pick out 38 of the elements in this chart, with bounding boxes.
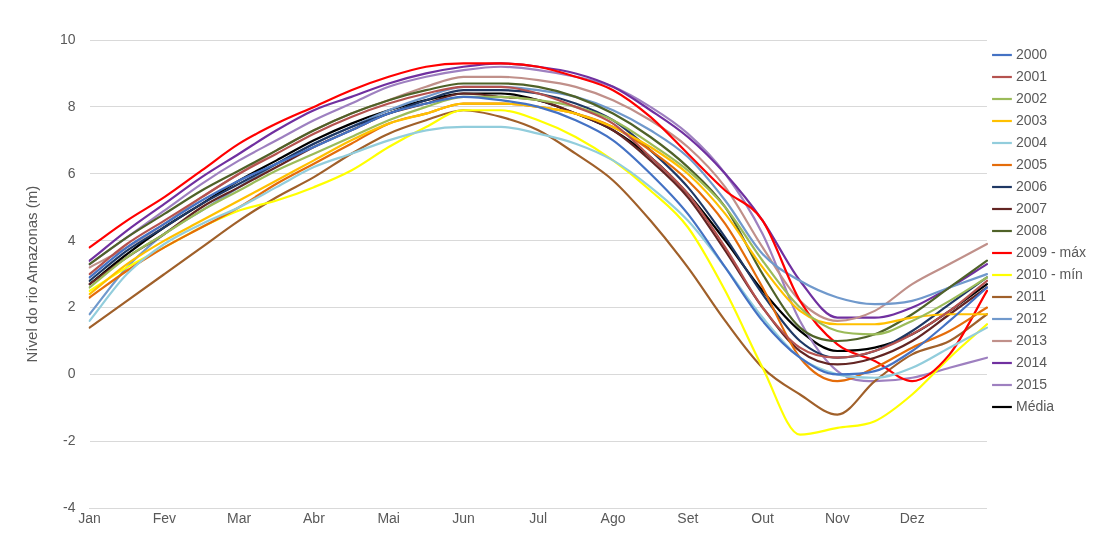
legend-label: 2002	[1015, 89, 1048, 106]
y-tick-label: 6	[67, 164, 76, 181]
legend-label: 2003	[1015, 111, 1048, 128]
legend-label: 2007	[1015, 199, 1048, 216]
legend-label: 2013	[1015, 331, 1048, 348]
y-tick-label: -2	[63, 432, 76, 449]
x-tick-label: Nov	[824, 510, 850, 527]
legend-label: 2008	[1015, 221, 1048, 238]
x-tick-label: Set	[677, 510, 699, 527]
x-tick-label: Abr	[303, 510, 326, 527]
x-tick-label: Jul	[529, 510, 548, 527]
x-tick-label: Fev	[152, 510, 177, 527]
x-tick-label: Ago	[600, 510, 626, 527]
legend-label: 2004	[1015, 133, 1048, 150]
y-tick-label: 10	[59, 30, 76, 47]
x-tick-label: Jan	[78, 510, 101, 527]
legend-label: 2000	[1015, 45, 1048, 62]
y-tick-label: -4	[63, 499, 76, 516]
x-tick-label: Dez	[899, 510, 925, 527]
x-tick-label: Out	[751, 510, 774, 527]
legend-label: 2015	[1015, 375, 1048, 392]
legend-label: 2001	[1015, 67, 1048, 84]
legend-label: 2006	[1015, 177, 1048, 194]
y-tick-label: 2	[67, 298, 76, 315]
legend-label: 2014	[1015, 353, 1048, 370]
legend-label: 2009 - máx	[1015, 243, 1087, 260]
x-tick-label: Jun	[452, 510, 475, 527]
legend-label: 2011	[1015, 287, 1047, 304]
x-tick-label: Mai	[377, 510, 400, 527]
y-tick-label: 4	[67, 231, 76, 248]
y-tick-label: 8	[67, 97, 76, 114]
legend-label: Média	[1015, 397, 1055, 414]
x-tick-label: Mar	[227, 510, 252, 527]
legend-label: 2005	[1015, 155, 1048, 172]
y-axis-title: Nível do rio Amazonas (m)	[23, 185, 41, 363]
legend-label: 2012	[1015, 309, 1048, 326]
y-tick-label: 0	[67, 365, 76, 382]
legend-label: 2010 - mín	[1015, 265, 1083, 282]
